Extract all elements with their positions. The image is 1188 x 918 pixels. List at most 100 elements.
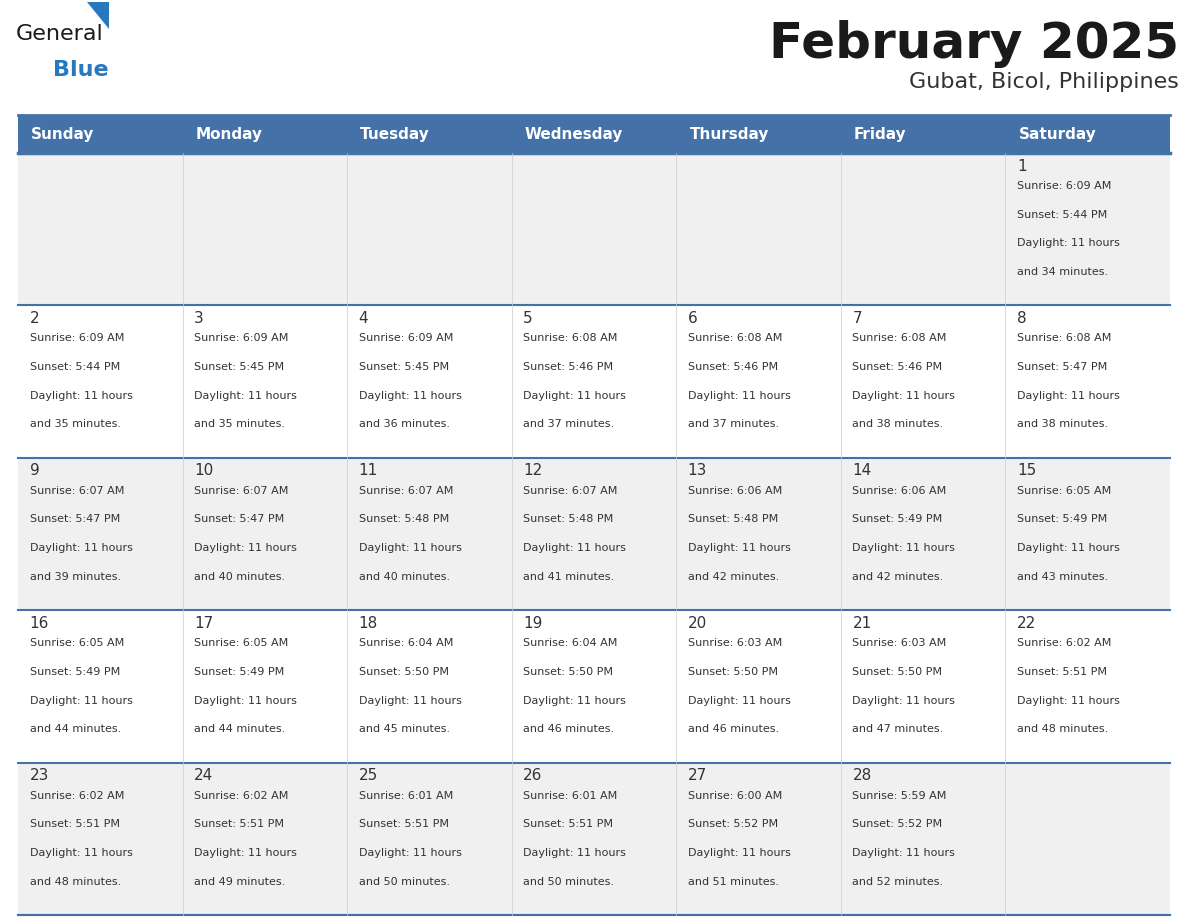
- Bar: [183, 763, 347, 915]
- Text: 20: 20: [688, 616, 707, 631]
- Text: Sunset: 5:48 PM: Sunset: 5:48 PM: [688, 514, 778, 524]
- Text: and 50 minutes.: and 50 minutes.: [523, 877, 614, 887]
- Bar: [676, 610, 841, 763]
- Text: 1: 1: [1017, 159, 1026, 174]
- Bar: [347, 306, 512, 458]
- Bar: [512, 115, 676, 153]
- Text: Sunrise: 6:08 AM: Sunrise: 6:08 AM: [852, 333, 947, 343]
- Text: Sunset: 5:49 PM: Sunset: 5:49 PM: [194, 666, 284, 677]
- Text: Sunrise: 5:59 AM: Sunrise: 5:59 AM: [852, 790, 947, 800]
- Text: Daylight: 11 hours: Daylight: 11 hours: [688, 696, 791, 706]
- Text: Daylight: 11 hours: Daylight: 11 hours: [194, 543, 297, 554]
- Text: and 34 minutes.: and 34 minutes.: [1017, 267, 1108, 277]
- Text: Sunrise: 6:05 AM: Sunrise: 6:05 AM: [30, 638, 124, 648]
- Text: Sunrise: 6:03 AM: Sunrise: 6:03 AM: [852, 638, 947, 648]
- Text: Daylight: 11 hours: Daylight: 11 hours: [30, 543, 132, 554]
- Text: Sunset: 5:52 PM: Sunset: 5:52 PM: [852, 819, 942, 829]
- Bar: [183, 610, 347, 763]
- Bar: [676, 458, 841, 610]
- Text: 5: 5: [523, 311, 533, 326]
- Bar: [183, 306, 347, 458]
- Text: Daylight: 11 hours: Daylight: 11 hours: [194, 391, 297, 401]
- Text: 10: 10: [194, 464, 214, 478]
- Text: Sunset: 5:51 PM: Sunset: 5:51 PM: [30, 819, 120, 829]
- Text: and 41 minutes.: and 41 minutes.: [523, 572, 614, 582]
- Text: and 48 minutes.: and 48 minutes.: [30, 877, 121, 887]
- Text: Sunset: 5:49 PM: Sunset: 5:49 PM: [852, 514, 942, 524]
- Text: Daylight: 11 hours: Daylight: 11 hours: [688, 543, 791, 554]
- Text: Daylight: 11 hours: Daylight: 11 hours: [359, 848, 461, 858]
- Text: Sunrise: 6:08 AM: Sunrise: 6:08 AM: [1017, 333, 1111, 343]
- Text: 18: 18: [359, 616, 378, 631]
- Text: 16: 16: [30, 616, 49, 631]
- Text: 8: 8: [1017, 311, 1026, 326]
- Text: 3: 3: [194, 311, 204, 326]
- Text: Sunrise: 6:06 AM: Sunrise: 6:06 AM: [688, 486, 782, 496]
- Text: Daylight: 11 hours: Daylight: 11 hours: [852, 696, 955, 706]
- Text: and 42 minutes.: and 42 minutes.: [688, 572, 779, 582]
- Bar: [18, 153, 183, 306]
- Bar: [347, 610, 512, 763]
- Text: Daylight: 11 hours: Daylight: 11 hours: [30, 696, 132, 706]
- Bar: [512, 458, 676, 610]
- Text: Friday: Friday: [854, 127, 906, 141]
- Text: Sunrise: 6:07 AM: Sunrise: 6:07 AM: [523, 486, 618, 496]
- Bar: [512, 610, 676, 763]
- Text: and 37 minutes.: and 37 minutes.: [688, 420, 779, 430]
- Text: Daylight: 11 hours: Daylight: 11 hours: [523, 543, 626, 554]
- Text: 6: 6: [688, 311, 697, 326]
- Text: Sunday: Sunday: [31, 127, 95, 141]
- Text: Sunrise: 6:06 AM: Sunrise: 6:06 AM: [852, 486, 947, 496]
- Bar: [347, 115, 512, 153]
- Text: Daylight: 11 hours: Daylight: 11 hours: [1017, 239, 1120, 249]
- Text: Sunset: 5:47 PM: Sunset: 5:47 PM: [1017, 362, 1107, 372]
- Text: Sunrise: 6:01 AM: Sunrise: 6:01 AM: [359, 790, 453, 800]
- Bar: [676, 306, 841, 458]
- Text: Daylight: 11 hours: Daylight: 11 hours: [359, 696, 461, 706]
- Text: and 35 minutes.: and 35 minutes.: [194, 420, 285, 430]
- Bar: [841, 458, 1005, 610]
- Bar: [18, 306, 183, 458]
- Text: Sunrise: 6:07 AM: Sunrise: 6:07 AM: [359, 486, 453, 496]
- Text: 26: 26: [523, 768, 543, 783]
- Text: Sunrise: 6:04 AM: Sunrise: 6:04 AM: [523, 638, 618, 648]
- Text: 12: 12: [523, 464, 543, 478]
- Text: Daylight: 11 hours: Daylight: 11 hours: [194, 696, 297, 706]
- Text: and 46 minutes.: and 46 minutes.: [523, 724, 614, 734]
- Text: and 45 minutes.: and 45 minutes.: [359, 724, 450, 734]
- Text: Daylight: 11 hours: Daylight: 11 hours: [852, 391, 955, 401]
- Text: and 52 minutes.: and 52 minutes.: [852, 877, 943, 887]
- Text: Sunrise: 6:07 AM: Sunrise: 6:07 AM: [194, 486, 289, 496]
- Text: Daylight: 11 hours: Daylight: 11 hours: [30, 848, 132, 858]
- Text: Daylight: 11 hours: Daylight: 11 hours: [523, 848, 626, 858]
- Text: and 49 minutes.: and 49 minutes.: [194, 877, 285, 887]
- Bar: [512, 306, 676, 458]
- Text: and 38 minutes.: and 38 minutes.: [1017, 420, 1108, 430]
- Text: 24: 24: [194, 768, 214, 783]
- Text: and 47 minutes.: and 47 minutes.: [852, 724, 943, 734]
- Text: February 2025: February 2025: [769, 20, 1178, 68]
- Text: and 39 minutes.: and 39 minutes.: [30, 572, 121, 582]
- Bar: [841, 306, 1005, 458]
- Text: and 37 minutes.: and 37 minutes.: [523, 420, 614, 430]
- Bar: [18, 763, 183, 915]
- Text: and 40 minutes.: and 40 minutes.: [194, 572, 285, 582]
- Text: Daylight: 11 hours: Daylight: 11 hours: [194, 848, 297, 858]
- Bar: [1005, 306, 1170, 458]
- Text: Sunset: 5:50 PM: Sunset: 5:50 PM: [359, 666, 449, 677]
- Text: Sunset: 5:52 PM: Sunset: 5:52 PM: [688, 819, 778, 829]
- Text: Sunset: 5:51 PM: Sunset: 5:51 PM: [523, 819, 613, 829]
- Bar: [841, 763, 1005, 915]
- Text: Tuesday: Tuesday: [360, 127, 430, 141]
- Text: Sunrise: 6:09 AM: Sunrise: 6:09 AM: [1017, 181, 1111, 191]
- Text: and 51 minutes.: and 51 minutes.: [688, 877, 779, 887]
- Text: Monday: Monday: [196, 127, 263, 141]
- Text: Daylight: 11 hours: Daylight: 11 hours: [852, 848, 955, 858]
- Text: 28: 28: [852, 768, 872, 783]
- Text: Sunset: 5:46 PM: Sunset: 5:46 PM: [852, 362, 942, 372]
- Text: Daylight: 11 hours: Daylight: 11 hours: [688, 848, 791, 858]
- Bar: [18, 115, 183, 153]
- Bar: [676, 763, 841, 915]
- Text: Sunrise: 6:09 AM: Sunrise: 6:09 AM: [30, 333, 124, 343]
- Text: 23: 23: [30, 768, 49, 783]
